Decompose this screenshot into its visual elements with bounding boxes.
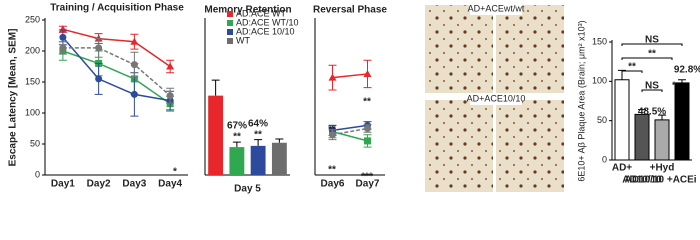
y-tick-label: 150 [25, 76, 40, 86]
chart-title: Memory Retention [204, 5, 291, 16]
bar [271, 142, 287, 175]
series-line [62, 47, 171, 97]
series-line [332, 124, 368, 132]
annotation: *** [361, 172, 373, 183]
legend-label: AD:ACE WT/10 [236, 17, 299, 27]
micrograph [425, 100, 493, 192]
annotation: NS [645, 35, 659, 46]
x-tick-label: Day1 [51, 179, 75, 190]
label-bg [470, 93, 522, 105]
marker [363, 69, 372, 77]
bar [674, 82, 690, 161]
figure: AD+ACEwt/wt AD+ACE10/10 Training / Acqui… [8, 3, 700, 195]
legend-swatch [227, 29, 233, 35]
error-bar [232, 141, 241, 148]
marker [166, 92, 174, 100]
error-bar [658, 114, 666, 120]
micrograph [496, 100, 564, 192]
annotation: ** [648, 49, 656, 60]
annotation: 64% [248, 119, 268, 130]
marker [328, 73, 337, 81]
legend-swatch [227, 38, 233, 44]
marker [95, 44, 103, 52]
annotation: 67% [227, 121, 247, 132]
error-bar [254, 139, 263, 146]
marker [59, 33, 67, 41]
annotation: NS [645, 81, 659, 92]
x-tick-label: +Hyd [650, 163, 675, 174]
marker [58, 25, 67, 33]
legend-label: AD:ACE 10/10 [236, 26, 295, 36]
annotation: ** [363, 97, 371, 108]
x-tick-label: Day3 [122, 179, 146, 190]
annotation: * [173, 167, 177, 178]
y-tick-label: 0 [35, 169, 40, 179]
series-line [332, 73, 368, 79]
marker [130, 61, 138, 69]
micrograph-label: AD+ACEwt/wt [468, 3, 525, 13]
marker [364, 137, 371, 145]
annotation: 92.8% [674, 65, 700, 76]
legend-label: AD:ACE WT [236, 8, 287, 18]
marker [95, 75, 103, 83]
x-tick-label: Day4 [158, 179, 182, 190]
y-tick-label: 50 [30, 138, 40, 148]
series-line [62, 28, 171, 68]
micrograph [496, 5, 564, 93]
label-bg [470, 3, 522, 15]
micrograph [425, 5, 493, 93]
marker [364, 125, 371, 132]
marker [59, 44, 67, 52]
error-bar [678, 79, 686, 83]
annotation: * [672, 81, 676, 92]
error-bar [618, 69, 626, 80]
legend-swatch [227, 11, 233, 17]
marker [130, 90, 138, 98]
x-tick-label: Day2 [87, 179, 111, 190]
series-line [62, 36, 171, 102]
error-bar [211, 79, 220, 96]
series-line [332, 130, 368, 142]
marker [130, 37, 139, 45]
annotation: ** [254, 130, 262, 141]
marker [166, 62, 175, 70]
bar [229, 147, 245, 175]
y-tick-label: 200 [25, 45, 40, 55]
x-tick-label: AD10/10 +ACEi Ramipril [625, 175, 700, 186]
bar [634, 113, 650, 161]
x-tick-label: AD10/10 [622, 175, 662, 186]
y-tick-label: 100 [25, 107, 40, 117]
annotation: ** [233, 132, 241, 143]
y-axis-label: Escape Latency [Mean, SEM] [8, 29, 19, 167]
legend-swatch [227, 20, 233, 26]
error-bar [275, 138, 284, 143]
y-tick-label: 250 [25, 14, 40, 24]
annotation: ** [628, 62, 636, 73]
bar [250, 145, 266, 175]
x-tick-label: Day7 [356, 179, 380, 190]
legend-label: WT [236, 35, 250, 45]
x-axis-label: Day 5 [234, 184, 261, 195]
bar [208, 95, 224, 175]
x-tick-label: AD+ [612, 163, 632, 174]
series-line [62, 50, 171, 105]
y-axis-label: 6E10+ Aβ Plaque Area (Brain; μm² x10³) [576, 20, 586, 181]
chart-title: Training / Acquisition Phase [50, 3, 184, 14]
bar [614, 79, 630, 161]
micrographs: AD+ACEwt/wt AD+ACE10/10 [425, 3, 564, 192]
micrograph-label: AD+ACE10/10 [467, 93, 526, 103]
annotation: ** [328, 125, 336, 136]
y-tick-label: 150 [592, 36, 607, 46]
annotation: ** [328, 165, 336, 176]
y-tick-label: 0 [602, 154, 607, 164]
chart-title: Reversal Phase [313, 5, 387, 16]
marker [329, 131, 336, 139]
y-tick-label: 50 [597, 115, 607, 125]
x-tick-label: Day6 [321, 179, 345, 190]
error-bar [638, 109, 646, 115]
bar [654, 119, 670, 161]
annotation: 48.5% [638, 107, 666, 118]
y-tick-label: 100 [592, 76, 607, 86]
